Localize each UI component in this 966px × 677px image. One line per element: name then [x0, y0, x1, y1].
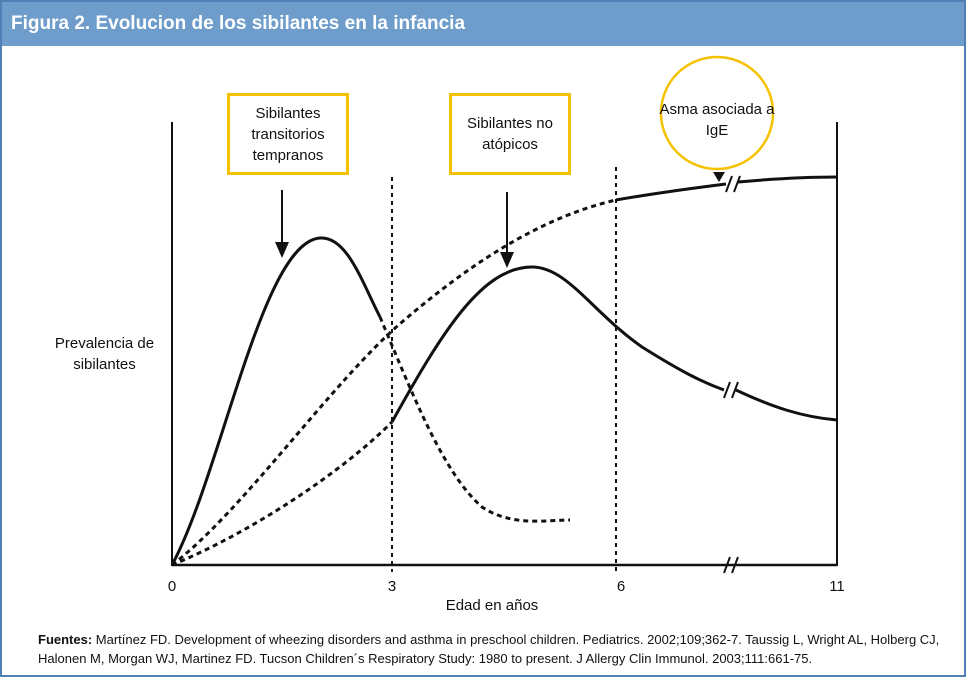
y-axis-label: Prevalencia de sibilantes — [54, 335, 155, 373]
arrow-head-transient — [275, 242, 289, 258]
figure-title: Figura 2. Evolucion de los sibilantes en… — [2, 2, 964, 46]
sources-text: Martínez FD. Development of wheezing dis… — [38, 632, 940, 666]
label-ige: Asma asociada a IgE — [659, 101, 775, 139]
curve-ige-solid — [615, 175, 838, 202]
arrow-head-ige — [713, 172, 725, 182]
curve-nonatopic-solid — [390, 265, 838, 423]
ige-highlight-circle — [659, 55, 775, 171]
sources-footnote: Fuentes: Martínez FD. Development of whe… — [38, 630, 958, 668]
label-nonatopic: Sibilantes no atópicos — [449, 93, 571, 175]
curve-nonatopic-dashed — [171, 420, 394, 567]
arrow-head-nonatopic — [500, 252, 514, 268]
x-tick-11: 11 — [829, 578, 845, 595]
curve-ige-dashed — [171, 198, 617, 567]
x-tick-3: 3 — [387, 578, 397, 595]
x-axis-label: Edad en años — [445, 597, 539, 614]
x-tick-0: 0 — [167, 578, 177, 595]
sources-label: Fuentes: — [38, 632, 93, 647]
x-tick-6: 6 — [616, 578, 626, 595]
curve-transient-dashed — [378, 316, 571, 523]
axis-break-marks — [723, 175, 741, 574]
curve-transient-solid — [170, 236, 382, 566]
label-transient: Sibilantes transitorios tempranos — [227, 93, 349, 175]
